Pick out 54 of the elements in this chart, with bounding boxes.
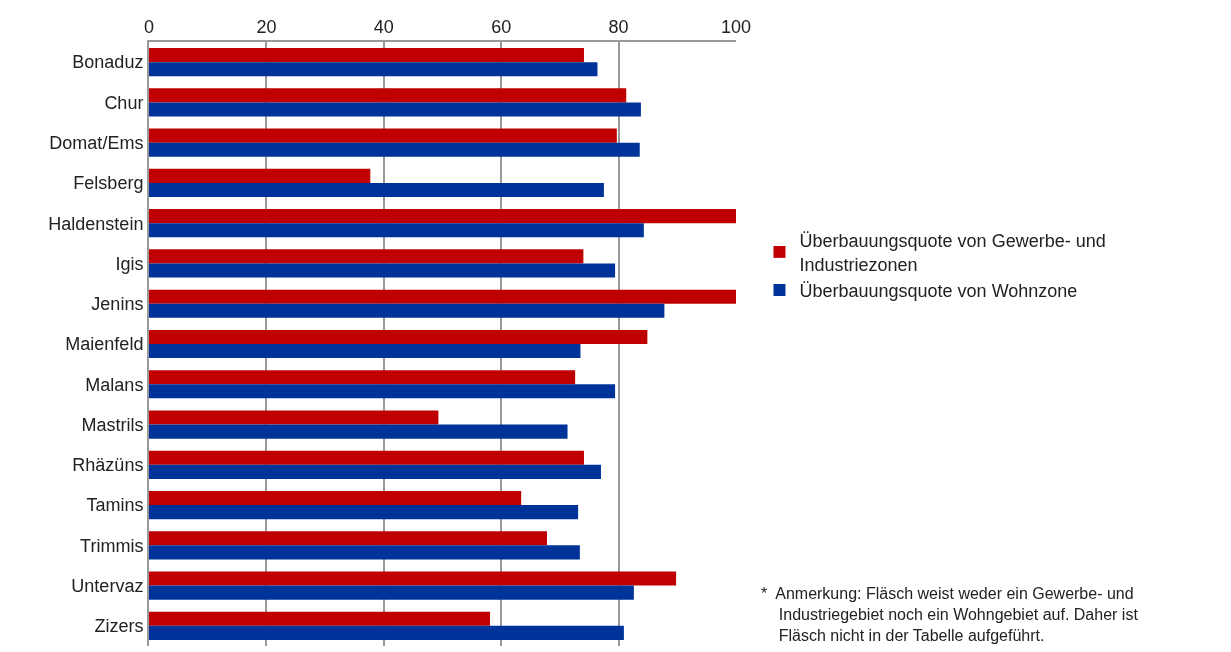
x-tick-label: 60 bbox=[491, 16, 512, 37]
x-tick-label: 40 bbox=[373, 16, 394, 37]
y-tick-label: Jenins bbox=[91, 294, 144, 315]
text: * Anmerkung: Fläsch weist weder ein Gewerbe- und Industriegebiet noch ein Wohngebiet auf. Daher ist Fläsch nicht in der Tabelle aufgeführt. bbox=[761, 585, 1139, 644]
bar bbox=[149, 223, 644, 238]
y-tick-label: Zizers bbox=[94, 616, 144, 637]
bar bbox=[149, 625, 624, 640]
y-tick-label: Felsberg bbox=[73, 173, 144, 194]
y-tick-label: Untervaz bbox=[71, 575, 144, 596]
bar bbox=[149, 249, 584, 264]
bar bbox=[149, 182, 604, 198]
bar bbox=[149, 329, 648, 344]
bar bbox=[149, 263, 616, 278]
bar bbox=[149, 585, 634, 600]
bar bbox=[149, 303, 665, 318]
bar bbox=[149, 62, 598, 77]
y-tick-label: Igis bbox=[115, 253, 144, 274]
bar bbox=[149, 344, 581, 359]
bar bbox=[149, 490, 522, 506]
y-tick-label: Chur bbox=[104, 92, 144, 113]
y-tick-label: Trimmis bbox=[80, 535, 144, 556]
bar bbox=[149, 545, 580, 560]
bar bbox=[149, 370, 576, 385]
x-tick-label: 80 bbox=[608, 16, 629, 37]
y-tick-label: Malans bbox=[85, 374, 144, 395]
bar bbox=[149, 424, 568, 439]
bar bbox=[149, 88, 627, 103]
y-tick-label: Bonaduz bbox=[72, 52, 144, 73]
bar bbox=[149, 209, 736, 224]
y-tick-label: Haldenstein bbox=[48, 213, 144, 234]
x-tick-label: 0 bbox=[143, 16, 155, 37]
x-tick-label: 100 bbox=[720, 16, 752, 37]
bar bbox=[149, 571, 677, 586]
y-tick-label: Rhäzüns bbox=[72, 455, 144, 476]
legend-label: Überbauungsquote von Gewerbe- und Industriezonen bbox=[799, 231, 1106, 275]
y-tick-label: Mastrils bbox=[81, 414, 144, 435]
bar bbox=[149, 128, 617, 143]
bar bbox=[149, 611, 491, 626]
x-tick-label: 20 bbox=[256, 16, 277, 37]
bar bbox=[149, 384, 616, 399]
bar bbox=[149, 142, 640, 157]
bar bbox=[149, 505, 579, 520]
bar bbox=[149, 531, 547, 546]
bar bbox=[149, 410, 439, 425]
y-tick-label: Domat/Ems bbox=[49, 132, 144, 153]
legend-label: Überbauungsquote von Wohnzone bbox=[799, 281, 1078, 301]
bar bbox=[149, 168, 371, 183]
bar bbox=[149, 48, 584, 63]
bar bbox=[149, 450, 584, 465]
y-tick-label: Maienfeld bbox=[65, 334, 144, 355]
bar bbox=[149, 102, 641, 117]
y-tick-label: Tamins bbox=[86, 495, 144, 516]
bar bbox=[149, 464, 601, 479]
bar bbox=[149, 289, 736, 304]
